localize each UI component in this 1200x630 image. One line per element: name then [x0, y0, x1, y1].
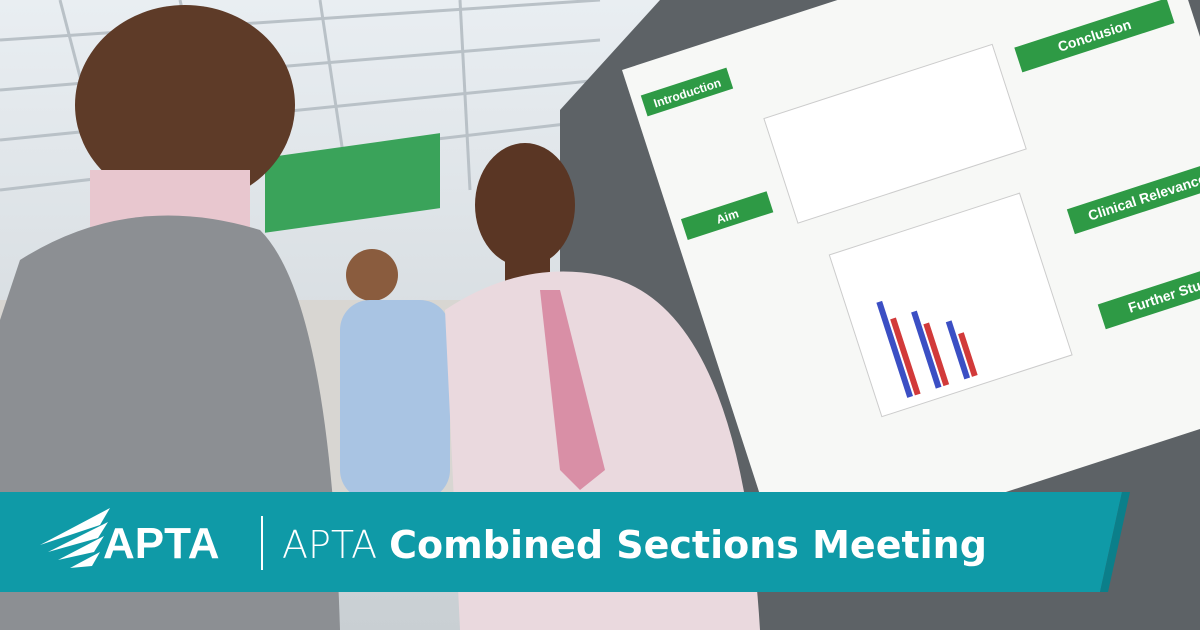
poster: Introduction Aim Conclusion Clinical Rel… — [622, 0, 1200, 565]
presenter-head — [475, 143, 575, 267]
poster-heading-bg — [1097, 255, 1200, 330]
poster-bars — [890, 317, 978, 396]
poster-figure — [763, 43, 1027, 224]
background-sign — [265, 133, 440, 233]
listener-head — [75, 5, 295, 205]
title-light: APTA — [282, 523, 377, 567]
poster-heading-bg — [680, 191, 774, 241]
banner-title: APTA Combined Sections Meeting — [282, 523, 987, 567]
person-background-head — [346, 249, 398, 301]
poster-heading: Aim — [715, 206, 741, 226]
poster-figure — [828, 192, 1073, 418]
poster-heading-bg — [640, 67, 734, 117]
title-bold: Combined Sections Meeting — [389, 523, 987, 567]
poster-heading-bg — [1014, 0, 1175, 73]
logo-text: APTA — [103, 519, 220, 568]
logo-mark — [40, 508, 110, 568]
person-background-body — [340, 300, 450, 500]
poster-heading-bg — [1066, 159, 1200, 235]
poster-bars — [876, 300, 971, 398]
presenter-tie — [540, 290, 605, 490]
banner-edge — [1100, 492, 1130, 592]
banner — [0, 492, 1122, 592]
